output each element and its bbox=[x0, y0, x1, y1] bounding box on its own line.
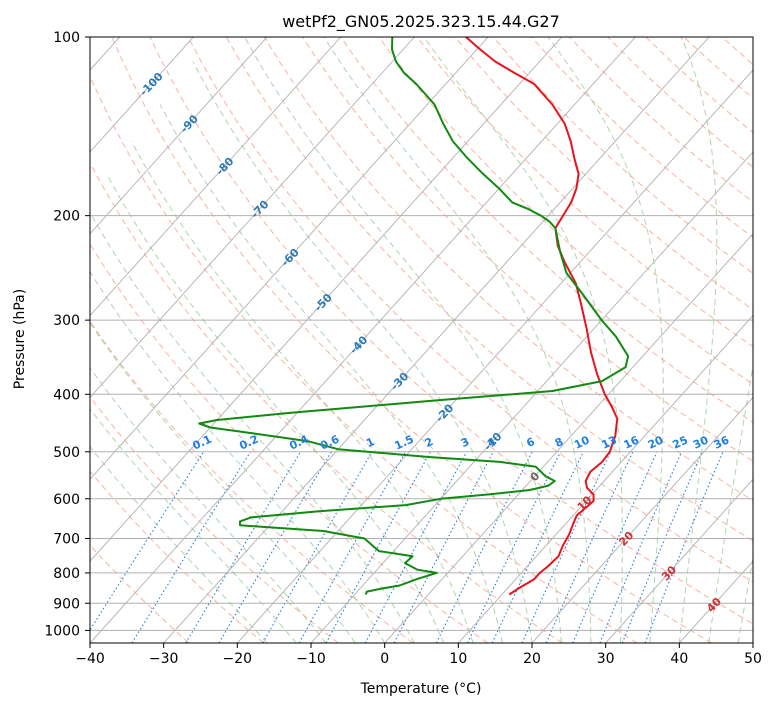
x-tick-label: −40 bbox=[75, 651, 105, 667]
y-tick-label: 400 bbox=[53, 387, 80, 403]
isotherm-line bbox=[457, 314, 753, 643]
x-tick-label: −20 bbox=[223, 651, 253, 667]
moist-adiabat bbox=[106, 173, 445, 643]
x-tick-label: 50 bbox=[744, 651, 762, 667]
y-tick-label: 800 bbox=[53, 566, 80, 582]
mixing-ratio-line bbox=[599, 451, 683, 643]
dry-adiabat bbox=[90, 243, 488, 643]
temperature-line bbox=[465, 37, 619, 596]
mixing-ratio-label: 25 bbox=[671, 433, 690, 451]
isotherm-line bbox=[90, 37, 342, 317]
x-tick-label: −30 bbox=[149, 651, 179, 667]
x-tick-label: −10 bbox=[296, 651, 326, 667]
moist-adiabat bbox=[90, 367, 327, 643]
mixing-ratio-label: 13 bbox=[600, 433, 619, 451]
dewpoint-line bbox=[198, 37, 630, 595]
isotherm-line bbox=[384, 233, 753, 643]
isotherm-line bbox=[163, 37, 710, 643]
mixing-ratio-label: 30 bbox=[691, 433, 711, 451]
x-tick-label: 10 bbox=[449, 651, 467, 667]
isotherm-line bbox=[90, 37, 489, 480]
sounding-series bbox=[198, 37, 630, 596]
dry-adiabat bbox=[90, 470, 264, 643]
mixing-ratio-line bbox=[572, 451, 658, 643]
isotherm-grid bbox=[90, 37, 753, 643]
dry-adiabat bbox=[149, 37, 753, 625]
mixing-ratio-label: 16 bbox=[622, 433, 642, 451]
isotherm-line bbox=[605, 478, 753, 643]
y-tick-label: 300 bbox=[53, 313, 80, 329]
x-tick-label: 30 bbox=[597, 651, 615, 667]
moist-adiabat bbox=[90, 408, 297, 643]
moist-adiabat bbox=[323, 37, 592, 643]
isotherm-line bbox=[90, 37, 636, 643]
isotherm-line bbox=[90, 37, 563, 562]
y-tick-label: 900 bbox=[53, 596, 80, 612]
isotherm-line bbox=[531, 396, 753, 643]
moist-adiabat bbox=[737, 555, 753, 643]
x-axis-ticks: −40 −30 −20 −10 0 10 20 30 40 50 bbox=[75, 643, 762, 667]
mixing-ratio-line bbox=[298, 451, 407, 643]
y-tick-label: 700 bbox=[53, 532, 80, 548]
mixing-ratio-line bbox=[90, 451, 205, 631]
moist-adiabat bbox=[192, 61, 533, 643]
mixing-ratio-label: 10 bbox=[572, 433, 592, 451]
moist-adiabat bbox=[547, 37, 664, 643]
x-axis-label: Temperature (°C) bbox=[360, 681, 482, 697]
mixing-ratio-line bbox=[467, 451, 562, 643]
isotherm-line bbox=[90, 37, 415, 399]
moist-adiabat bbox=[90, 270, 386, 643]
dry-adiabat bbox=[90, 544, 190, 643]
x-tick-label: 20 bbox=[523, 651, 541, 667]
mixing-ratio-label: 36 bbox=[712, 433, 732, 451]
moist-adiabat bbox=[90, 321, 356, 643]
dry-adiabat bbox=[90, 396, 339, 643]
isotherm-line bbox=[90, 37, 268, 235]
moist-adiabat bbox=[678, 37, 718, 643]
dry-adiabat bbox=[416, 37, 753, 348]
mixing-ratio-line bbox=[621, 451, 703, 643]
moist-adiabat bbox=[244, 37, 562, 643]
y-axis-label: Pressure (hPa) bbox=[12, 289, 28, 389]
isotherm-line bbox=[90, 37, 194, 153]
mixing-ratio-line bbox=[325, 451, 431, 643]
y-tick-label: 100 bbox=[53, 30, 80, 46]
chart-title: wetPf2_GN05.2025.323.15.44.G27 bbox=[282, 12, 560, 32]
moist-adiabat bbox=[423, 37, 623, 643]
y-tick-label: 200 bbox=[53, 209, 80, 225]
mixing-ratio-line bbox=[185, 451, 301, 643]
plot-frame bbox=[89, 36, 754, 644]
y-tick-label: 600 bbox=[53, 492, 80, 508]
dry-adiabat bbox=[111, 37, 712, 643]
y-tick-label: 500 bbox=[53, 445, 80, 461]
pressure-grid bbox=[90, 37, 753, 631]
x-tick-label: 40 bbox=[670, 651, 688, 667]
isotherm-line bbox=[310, 151, 753, 643]
moist-adiabat bbox=[90, 211, 415, 643]
x-tick-label: 0 bbox=[380, 651, 389, 667]
moist-adiabat bbox=[159, 104, 503, 643]
mixing-ratio-label: 20 bbox=[646, 433, 666, 451]
y-tick-label: 1000 bbox=[44, 623, 80, 639]
dry-adiabat bbox=[90, 161, 563, 643]
mixing-ratio-line bbox=[435, 451, 533, 643]
dry-adiabat bbox=[454, 37, 753, 311]
y-axis-ticks: 100 200 300 400 500 600 700 800 900 1000 bbox=[44, 30, 90, 639]
isotherm-line bbox=[236, 69, 753, 643]
dry-adiabat bbox=[378, 37, 753, 385]
